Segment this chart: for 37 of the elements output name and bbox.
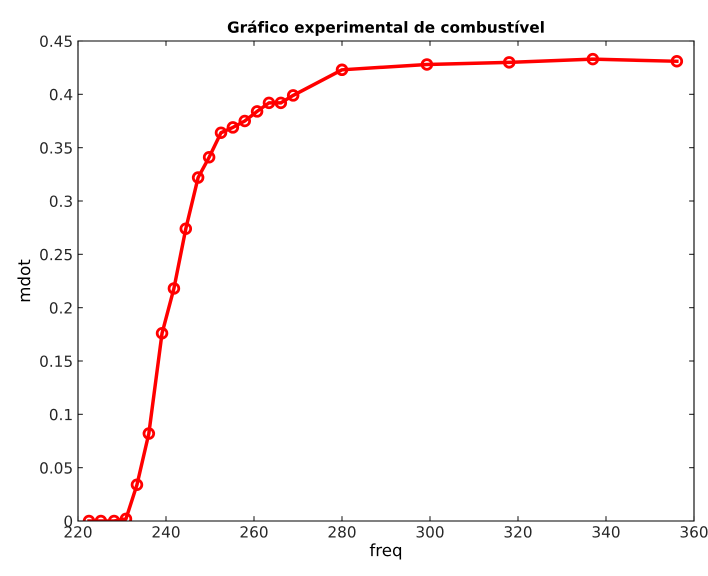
y-tick-label: 0.2	[50, 302, 72, 314]
point	[274, 96, 288, 110]
point	[202, 151, 216, 164]
x-tick-label: 360	[680, 526, 708, 538]
point	[250, 105, 264, 118]
point	[670, 55, 684, 68]
x-tick-label: 240	[152, 526, 180, 538]
x-tick-label: 340	[592, 526, 620, 538]
point	[238, 114, 252, 128]
x-axis-title: freq	[370, 543, 402, 560]
x-tick-label: 320	[504, 526, 532, 538]
y-tick-label: 0.3	[50, 195, 72, 208]
x-tick-label: 300	[416, 526, 444, 538]
y-tick-label: 0.35	[40, 142, 72, 154]
point	[502, 56, 516, 69]
y-tick-label: 0.25	[40, 248, 72, 260]
point	[226, 121, 240, 134]
point	[262, 96, 276, 110]
y-tick-label: 0.15	[40, 355, 72, 368]
y-tick-label: 0.45	[40, 35, 72, 48]
point	[420, 58, 434, 71]
y-tick-label: 0	[64, 515, 72, 528]
y-axis-title: mdot	[17, 260, 30, 302]
point	[336, 64, 348, 76]
point	[180, 222, 192, 235]
point	[586, 52, 600, 66]
point	[192, 171, 204, 184]
chart-title: Gráfico experimental de combustível	[228, 20, 544, 36]
y-tick-label: 0.1	[50, 408, 72, 420]
point	[168, 282, 180, 295]
point	[214, 126, 228, 139]
point	[286, 89, 300, 102]
x-tick-label: 280	[328, 526, 356, 538]
y-tick-label: 0.05	[40, 462, 72, 474]
x-tick-label: 260	[240, 526, 268, 538]
x-tick-label: 220	[64, 526, 92, 538]
y-tick-label: 0.4	[50, 88, 72, 100]
